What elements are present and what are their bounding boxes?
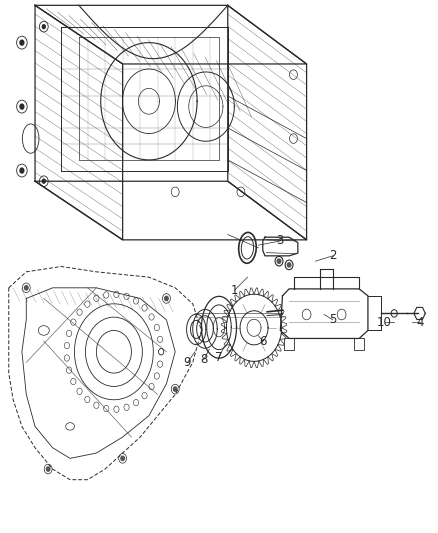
Circle shape	[46, 467, 50, 471]
Bar	[284, 338, 294, 350]
Text: 1: 1	[230, 284, 238, 297]
Text: 9: 9	[184, 356, 191, 369]
Circle shape	[19, 39, 25, 46]
Text: 6: 6	[259, 335, 267, 348]
Circle shape	[19, 167, 25, 174]
Text: 10: 10	[377, 316, 392, 329]
Text: 7: 7	[215, 351, 223, 364]
Circle shape	[173, 387, 177, 391]
Text: 5: 5	[329, 313, 336, 326]
Circle shape	[19, 103, 25, 110]
Text: 4: 4	[417, 316, 424, 329]
Circle shape	[287, 263, 291, 267]
Bar	[354, 338, 364, 350]
Text: 8: 8	[200, 353, 207, 366]
Circle shape	[42, 24, 46, 29]
Circle shape	[121, 456, 124, 461]
Circle shape	[25, 286, 28, 290]
Text: 3: 3	[277, 235, 284, 247]
Circle shape	[42, 179, 46, 184]
Circle shape	[277, 259, 281, 263]
Text: 2: 2	[329, 249, 337, 262]
Circle shape	[165, 296, 168, 301]
